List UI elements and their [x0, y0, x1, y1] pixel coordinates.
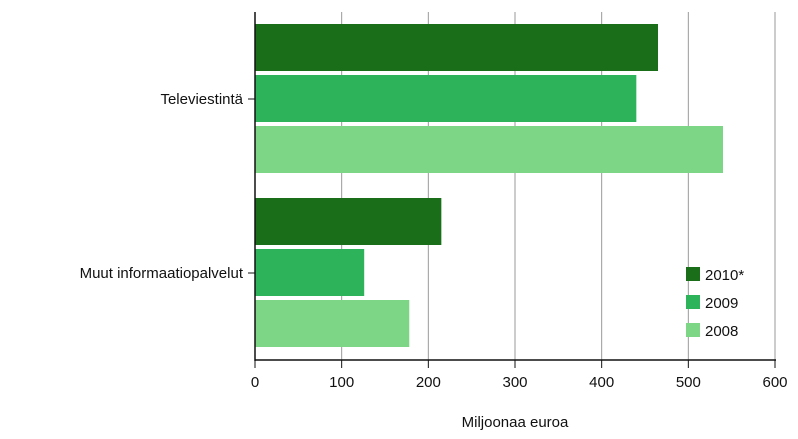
x-tick-label-600: 600: [762, 374, 787, 391]
bar-televiestinta-2010: [255, 24, 658, 71]
x-tick-label-100: 100: [329, 374, 354, 391]
bar-muut-2009: [255, 249, 365, 296]
x-tick-label-0: 0: [251, 374, 259, 391]
x-tick-label-300: 300: [502, 374, 527, 391]
x-tick-label-400: 400: [589, 374, 614, 391]
x-axis-title: Miljoonaa euroa: [462, 414, 569, 431]
category-label: Televiestintä: [160, 91, 243, 108]
legend-label: 2008: [705, 323, 738, 340]
bar-muut-2008: [255, 300, 410, 347]
legend-swatch: [686, 267, 700, 281]
bar-televiestinta-2009: [255, 75, 637, 122]
legend: 2010* 2009 2008: [686, 267, 744, 340]
legend-label: 2009: [705, 295, 738, 312]
legend-swatch: [686, 323, 700, 337]
x-tick-label-500: 500: [676, 374, 701, 391]
category-label: Muut informaatiopalvelut: [80, 265, 244, 282]
legend-swatch: [686, 295, 700, 309]
x-tick-label-200: 200: [416, 374, 441, 391]
bar-televiestinta-2008: [255, 126, 723, 173]
axis-layer: 0 100 200 300 400 500 600 Televiestintä Muut inf…: [80, 12, 788, 391]
bar-muut-2010: [255, 198, 442, 245]
legend-label: 2010*: [705, 267, 744, 284]
bar-layer: [255, 24, 723, 347]
